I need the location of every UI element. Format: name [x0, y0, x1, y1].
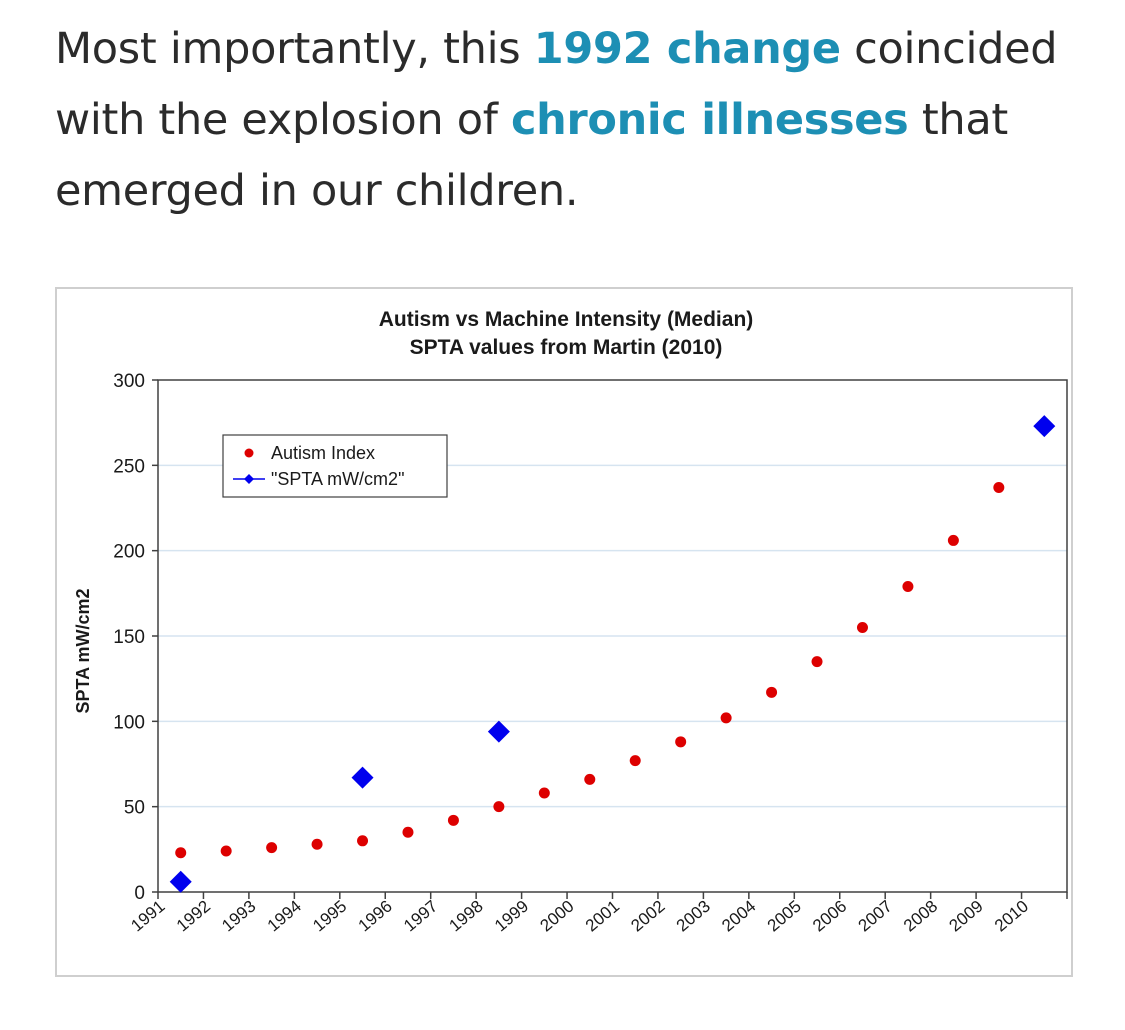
autism-index-point: [493, 801, 505, 813]
headline-text-2: coincided with the explosion of: [55, 24, 1058, 145]
legend: Autism Index "SPTA mW/cm2": [222, 434, 448, 498]
legend-swatch-autism: [244, 448, 254, 458]
chart-background: [57, 289, 1071, 975]
spta-point: [351, 766, 374, 789]
y-tick-label: 200: [113, 542, 145, 563]
legend-swatch-spta: [244, 474, 254, 484]
chart-title: Autism vs Machine Intensity (Median): [379, 308, 754, 331]
autism-index-point: [220, 845, 232, 857]
autism-index-point: [811, 656, 823, 668]
autism-index-point: [357, 835, 369, 847]
autism-index-point: [720, 712, 732, 724]
autism-index-point: [993, 482, 1005, 494]
y-tick-label: 100: [113, 712, 145, 733]
autism-index-point: [856, 621, 868, 633]
autism-index-point: [447, 814, 459, 826]
chart-subtitle: SPTA values from Martin (2010): [410, 336, 723, 359]
data-points: [169, 415, 1056, 893]
link-chronic-illnesses[interactable]: chronic illnesses: [510, 95, 909, 145]
autism-index-point: [675, 736, 687, 748]
autism-index-point: [311, 838, 323, 850]
autism-index-point: [766, 686, 778, 698]
chart-image-frame: 0 50 100 150 200 250 300 1991 1992 1993 1994 1995 19…: [55, 287, 1073, 977]
y-tick-label: 50: [124, 798, 145, 819]
legend-label: "SPTA mW/cm2": [271, 469, 404, 489]
autism-index-point: [266, 842, 278, 854]
link-1992-change[interactable]: 1992 change: [533, 24, 841, 74]
autism-index-point: [947, 534, 959, 546]
y-tick-label: 300: [113, 371, 145, 392]
autism-index-point: [402, 826, 414, 838]
y-tick-label: 250: [113, 456, 145, 477]
y-tick-label: 0: [134, 883, 145, 904]
autism-index-point: [629, 755, 641, 767]
spta-point: [1033, 415, 1056, 438]
y-tick-label: 150: [113, 627, 145, 648]
spta-point: [487, 720, 510, 743]
legend-box: [222, 434, 448, 498]
autism-index-point: [175, 847, 187, 859]
y-axis-label: SPTA mW/cm2: [73, 588, 93, 713]
autism-index-point: [538, 787, 550, 799]
autism-index-point: [584, 773, 596, 785]
headline-text-1: Most importantly, this: [55, 24, 534, 74]
spta-point: [169, 870, 192, 893]
headline-paragraph: Most importantly, this 1992 change coinc…: [55, 14, 1085, 227]
headline-text-3: that emerged in our children.: [55, 95, 1008, 216]
legend-label: Autism Index: [271, 443, 375, 463]
autism-index-point: [902, 581, 914, 593]
